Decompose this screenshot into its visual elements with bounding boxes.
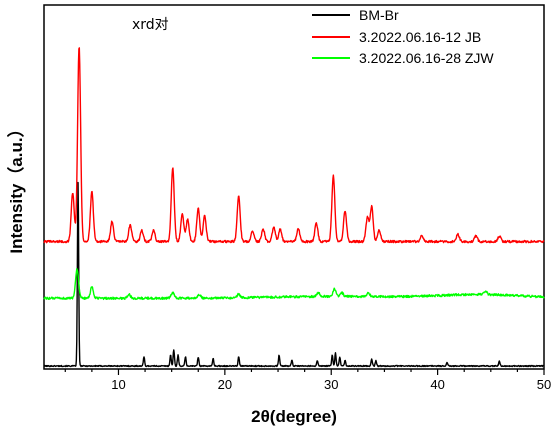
- y-axis-title: Intensity（a.u.）: [6, 120, 26, 253]
- x-tick-label: 20: [218, 377, 232, 392]
- legend-label-bm-br: BM-Br: [359, 7, 399, 23]
- plot-frame: [43, 4, 545, 370]
- series-line-12-jb: [43, 47, 545, 244]
- series-layer: [43, 47, 545, 368]
- x-tick-label: 30: [324, 377, 338, 392]
- x-tick-label: 50: [537, 377, 551, 392]
- series-line-bm-br: [43, 181, 545, 368]
- series-line-28-zjw: [43, 268, 545, 301]
- x-ticks: 10 20 30 40 50: [64, 369, 551, 392]
- legend: BM-Br 3.2022.06.16-12 JB 3.2022.06.16-28…: [312, 7, 494, 66]
- legend-label-12jb: 3.2022.06.16-12 JB: [359, 29, 481, 45]
- x-tick-label: 40: [430, 377, 444, 392]
- annotation-text: xrd对: [132, 17, 169, 33]
- x-tick-label: 10: [111, 377, 125, 392]
- legend-label-28zjw: 3.2022.06.16-28 ZJW: [359, 50, 494, 66]
- x-axis-title: 2θ(degree): [251, 407, 337, 426]
